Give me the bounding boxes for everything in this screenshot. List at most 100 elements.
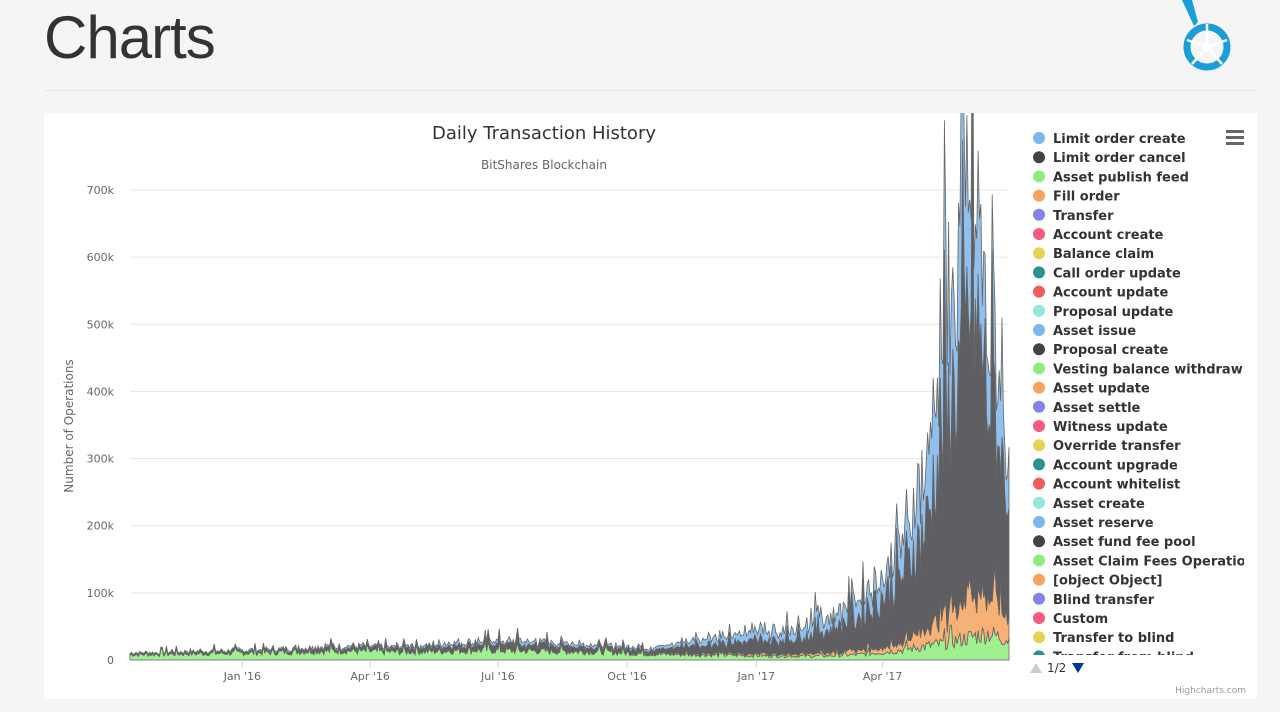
x-tick-label: Apr '16: [350, 670, 390, 683]
x-tick-label: Oct '16: [607, 670, 647, 683]
y-axis-title: Number of Operations: [62, 359, 76, 492]
legend-label: Limit order create: [1053, 132, 1186, 147]
legend-item[interactable]: Override transfer: [1033, 439, 1181, 454]
legend-label: [object Object]: [1053, 574, 1162, 589]
legend-item[interactable]: Account whitelist: [1033, 477, 1180, 493]
legend-label: Asset settle: [1053, 401, 1141, 416]
legend-item[interactable]: Limit order cancel: [1033, 151, 1186, 166]
legend-pager: 1/2: [1030, 661, 1084, 675]
legend-marker: [1033, 496, 1045, 509]
legend-label: Custom: [1053, 612, 1108, 627]
legend-label: Override transfer: [1053, 439, 1181, 454]
legend-marker: [1033, 650, 1045, 655]
legend-label: Asset fund fee pool: [1053, 535, 1196, 550]
legend-item[interactable]: Custom: [1033, 612, 1108, 627]
legend-item[interactable]: Proposal create: [1033, 343, 1169, 358]
legend-marker: [1033, 324, 1045, 336]
legend-marker: [1033, 285, 1045, 298]
legend-item[interactable]: Blind transfer: [1033, 592, 1155, 608]
chart-title: Daily Transaction History: [432, 123, 656, 144]
legend-label: Balance claim: [1053, 247, 1154, 262]
highcharts-credits[interactable]: Highcharts.com: [1175, 686, 1246, 696]
legend-label: Asset issue: [1053, 324, 1136, 339]
x-tick-label: Jan '17: [737, 670, 775, 683]
legend-marker: [1033, 420, 1045, 432]
legend-item[interactable]: Asset issue: [1033, 324, 1136, 339]
legend-item[interactable]: Vesting balance withdraw: [1033, 362, 1243, 377]
legend-label: Transfer: [1053, 209, 1114, 224]
x-tick-label: Jul '16: [480, 670, 515, 683]
legend-marker: [1033, 554, 1045, 567]
legend: Limit order create Limit order cancel Asse…: [1033, 132, 1255, 665]
legend-marker: [1033, 151, 1045, 164]
legend-marker: [1033, 400, 1045, 413]
legend-item[interactable]: Transfer to blind: [1033, 631, 1174, 646]
legend-item[interactable]: Asset reserve: [1033, 516, 1154, 531]
legend-label: Call order update: [1053, 266, 1181, 281]
header-divider: [44, 90, 1256, 91]
legend-item[interactable]: Limit order create: [1033, 132, 1186, 147]
y-tick-label: 400k: [87, 385, 115, 398]
legend-marker: [1033, 516, 1045, 528]
bitshares-logo-icon: [1182, 0, 1231, 71]
legend-label: Proposal update: [1053, 305, 1173, 320]
legend-item[interactable]: Account update: [1033, 285, 1169, 301]
legend-item[interactable]: Proposal update: [1033, 304, 1173, 320]
legend-marker: [1033, 362, 1045, 375]
legend-item[interactable]: Fill order: [1033, 189, 1120, 205]
legend-marker: [1033, 304, 1045, 317]
legend-label: Asset update: [1053, 382, 1150, 397]
legend-marker: [1033, 170, 1045, 183]
y-tick-label: 700k: [87, 184, 115, 197]
legend-label: Account create: [1053, 228, 1164, 243]
legend-marker: [1033, 132, 1045, 144]
x-tick-label: Jan '16: [223, 670, 261, 683]
chart-subtitle: BitShares Blockchain: [481, 158, 607, 172]
y-tick-label: 300k: [87, 453, 115, 466]
area-series-limit-order-create[interactable]: [129, 113, 1010, 657]
legend-label: Transfer to blind: [1053, 631, 1174, 646]
pager-up-icon[interactable]: [1030, 663, 1042, 673]
legend-item[interactable]: Asset create: [1033, 496, 1145, 512]
legend-label: Account whitelist: [1053, 478, 1180, 493]
y-tick-label: 600k: [87, 251, 115, 264]
pager-text: 1/2: [1047, 661, 1066, 675]
legend-marker: [1033, 343, 1045, 356]
chart-menu-button[interactable]: [1226, 130, 1244, 145]
legend-item[interactable]: Call order update: [1033, 266, 1181, 281]
legend-marker: [1033, 439, 1045, 452]
pager-down-icon[interactable]: [1072, 663, 1084, 673]
legend-label: Account update: [1053, 286, 1169, 301]
legend-label: Vesting balance withdraw: [1053, 362, 1243, 377]
legend-marker: [1033, 592, 1045, 605]
legend-item[interactable]: Balance claim: [1033, 247, 1154, 262]
y-tick-label: 100k: [87, 587, 115, 600]
legend-marker: [1033, 612, 1045, 624]
legend-item[interactable]: Asset update: [1033, 381, 1150, 397]
legend-label: Witness update: [1053, 420, 1168, 435]
legend-item[interactable]: Asset publish feed: [1033, 170, 1189, 185]
y-tick-label: 500k: [87, 318, 115, 331]
chart-panel: Daily Transaction History BitShares Bloc…: [44, 113, 1257, 699]
legend-marker: [1033, 228, 1045, 240]
legend-item[interactable]: Asset Claim Fees Operation: [1033, 554, 1255, 569]
legend-label: Asset reserve: [1053, 516, 1154, 531]
legend-marker: [1033, 381, 1045, 394]
legend-label: Fill order: [1053, 190, 1120, 205]
transaction-history-chart: Daily Transaction History BitShares Bloc…: [62, 113, 1255, 696]
legend-label: Asset publish feed: [1053, 170, 1189, 185]
legend-marker: [1033, 266, 1045, 279]
legend-marker: [1033, 477, 1045, 490]
legend-item[interactable]: Witness update: [1033, 420, 1168, 435]
legend-item[interactable]: Transfer: [1033, 208, 1114, 224]
page-title: Charts: [44, 4, 216, 71]
legend-item[interactable]: Asset fund fee pool: [1033, 535, 1196, 550]
legend-marker: [1033, 631, 1045, 644]
legend-marker: [1033, 208, 1045, 221]
legend-item[interactable]: Asset settle: [1033, 400, 1141, 416]
legend-item[interactable]: Transfer from blind: [1033, 650, 1194, 665]
area-series-limit-order-cancel[interactable]: [129, 113, 1010, 658]
legend-item[interactable]: Account create: [1033, 228, 1164, 243]
legend-item[interactable]: Account upgrade: [1033, 458, 1178, 473]
legend-item[interactable]: [object Object]: [1033, 573, 1162, 589]
